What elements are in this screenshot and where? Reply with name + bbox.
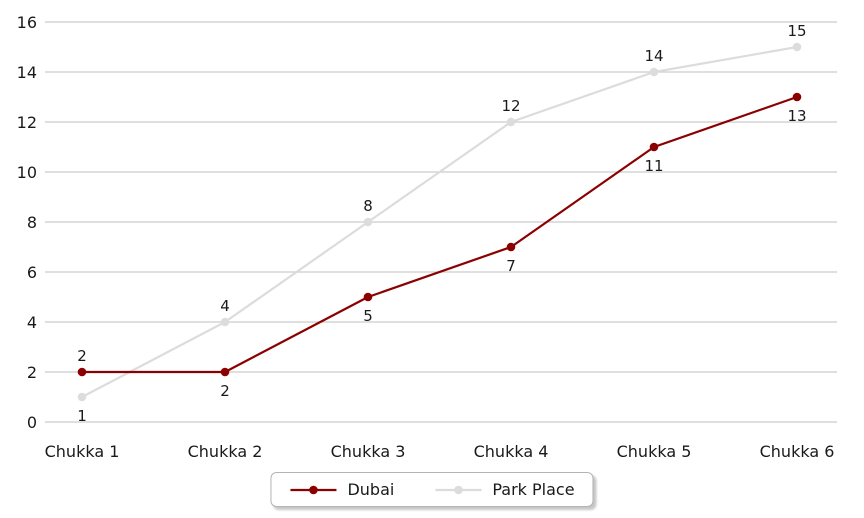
series-line-park-place: [80, 45, 799, 399]
data-label-dubai: 13: [787, 107, 806, 125]
data-label-dubai: 5: [363, 307, 373, 325]
series-marker-park-place: [220, 317, 230, 327]
x-tick-label: Chukka 6: [760, 442, 835, 461]
y-tick-label: 4: [27, 313, 37, 332]
y-tick-label: 6: [27, 263, 37, 282]
series-marker-park-place: [363, 217, 373, 227]
series-marker-dubai: [220, 367, 230, 377]
data-label-park-place: 1: [77, 407, 87, 425]
y-tick-label: 8: [27, 213, 37, 232]
data-label-park-place: 14: [644, 47, 663, 65]
legend-label-dubai: Dubai: [347, 480, 395, 499]
data-label-dubai: 2: [220, 382, 230, 400]
series-marker-dubai: [792, 92, 802, 102]
series-marker-park-place: [506, 117, 516, 127]
y-tick-label: 10: [17, 163, 37, 182]
data-label-park-place: 8: [363, 197, 373, 215]
series-marker-dubai: [649, 142, 659, 152]
data-label-dubai: 11: [644, 157, 663, 175]
x-tick-label: Chukka 4: [474, 442, 549, 461]
y-tick-label: 16: [17, 13, 37, 32]
y-tick-label: 14: [17, 63, 37, 82]
x-tick-label: Chukka 1: [45, 442, 120, 461]
legend-line-sample-dubai: [290, 485, 337, 494]
legend-label-park-place: Park Place: [492, 480, 575, 499]
data-label-park-place: 12: [501, 97, 520, 115]
legend-item-dubai: Dubai: [289, 480, 394, 499]
legend-line-sample-park-place: [435, 485, 482, 494]
series-marker-park-place: [77, 392, 87, 402]
y-tick-label: 0: [27, 413, 37, 432]
data-label-dubai: 2: [77, 347, 87, 365]
x-tick-label: Chukka 3: [331, 442, 406, 461]
legend: Dubai Park Place: [270, 472, 594, 507]
series-marker-park-place: [649, 67, 659, 77]
y-tick-label: 2: [27, 363, 37, 382]
data-label-dubai: 7: [506, 257, 516, 275]
series-marker-dubai: [77, 367, 87, 377]
legend-item-park-place: Park Place: [434, 480, 575, 499]
series-line-dubai: [80, 95, 799, 374]
data-label-park-place: 15: [787, 22, 806, 40]
series-marker-park-place: [792, 42, 802, 52]
series-marker-dubai: [363, 292, 373, 302]
y-tick-label: 12: [17, 113, 37, 132]
x-tick-label: Chukka 5: [617, 442, 692, 461]
data-label-park-place: 4: [220, 297, 230, 315]
series-marker-dubai: [506, 242, 516, 252]
x-tick-label: Chukka 2: [188, 442, 263, 461]
